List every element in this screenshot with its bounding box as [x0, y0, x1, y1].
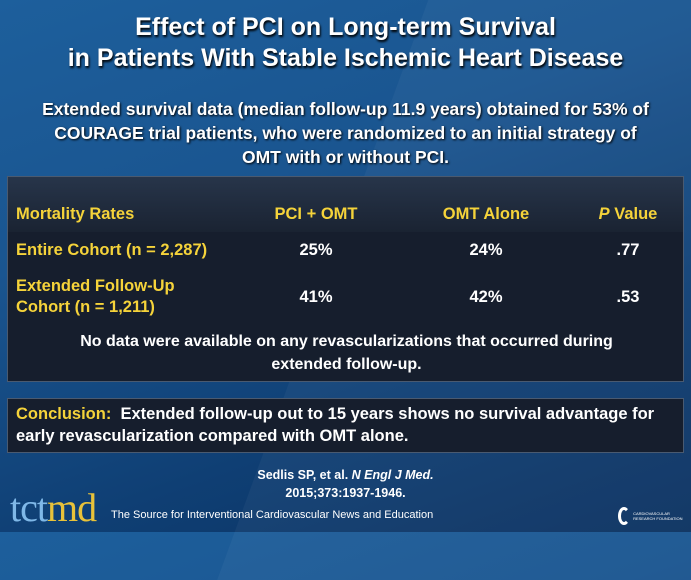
p-value: .77	[616, 241, 640, 259]
title-line: Effect of PCI on Long-term Survival	[135, 13, 556, 41]
omt-value: 42%	[469, 288, 503, 306]
tctmd-logo: tctmd	[10, 485, 97, 530]
header-omt-alone: OMT Alone	[442, 205, 530, 223]
conclusion-label: Conclusion:	[16, 405, 112, 423]
header-p-value: P Value	[598, 205, 658, 223]
header-pci-omt: PCI + OMT	[274, 205, 358, 223]
subtitle-line: OMT with or without PCI.	[241, 147, 450, 167]
title-line: in Patients With Stable Ischemic Heart D…	[67, 44, 624, 72]
p-value: .53	[616, 288, 640, 306]
row-label: Entire Cohort (n = 2,287)	[16, 241, 208, 259]
table-note: No data were available on any revascular…	[80, 333, 613, 373]
slide-subtitle: Extended survival data (median follow-up…	[0, 97, 691, 169]
citation: Sedlis SP, et al. N Engl J Med. 2015;373…	[257, 468, 434, 500]
tagline: The Source for Interventional Cardiovasc…	[111, 509, 434, 521]
crf-icon	[618, 507, 631, 525]
table-header: Mortality Rates PCI + OMT OMT Alone P Va…	[8, 177, 683, 232]
pci-value: 41%	[299, 288, 333, 306]
conclusion-text: Extended follow-up out to 15 years shows…	[16, 405, 655, 445]
crf-text: CARDIOVASCULAR RESEARCH FOUNDATION	[633, 511, 683, 521]
subtitle-line: Extended survival data (median follow-up…	[42, 99, 649, 119]
header-mortality-rates: Mortality Rates	[16, 205, 135, 223]
crf-logo: CARDIOVASCULAR RESEARCH FOUNDATION	[618, 503, 686, 529]
conclusion-box: Conclusion: Extended follow-up out to 15…	[7, 398, 684, 453]
omt-value: 24%	[469, 241, 503, 259]
pci-value: 25%	[299, 241, 333, 259]
row-label: Extended Follow-Up Cohort (n = 1,211)	[16, 277, 175, 316]
slide-title: Effect of PCI on Long-term Survival in P…	[0, 12, 691, 74]
mortality-table: Mortality Rates PCI + OMT OMT Alone P Va…	[7, 176, 684, 382]
subtitle-line: COURAGE trial patients, who were randomi…	[54, 123, 637, 143]
